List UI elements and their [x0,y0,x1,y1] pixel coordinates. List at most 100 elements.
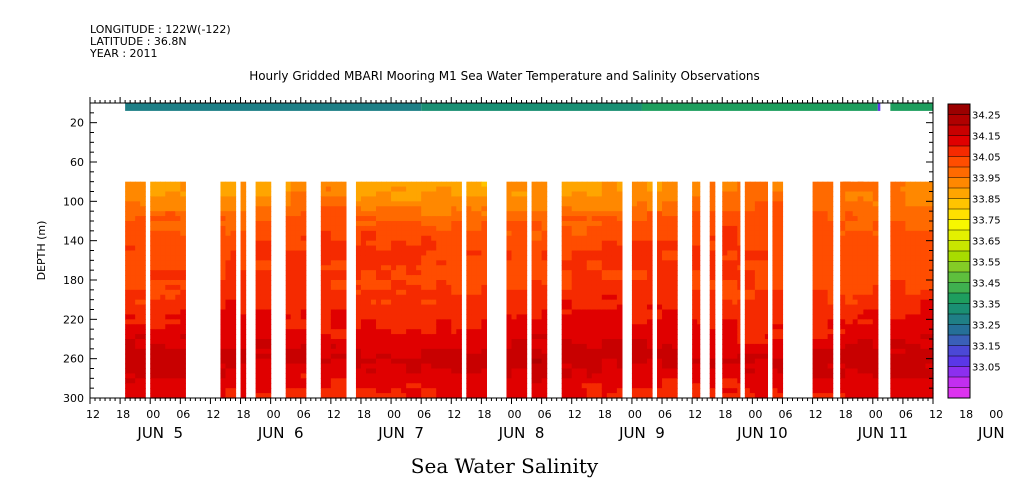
data-cell [411,265,417,271]
data-cell [777,334,784,340]
data-cell [777,388,784,394]
data-cell [672,181,678,188]
data-cell [616,309,623,316]
data-cell [416,294,422,301]
data-cell [325,230,332,237]
data-cell [764,299,769,306]
data-cell [381,250,387,257]
data-cell [456,368,462,375]
data-cell [611,196,618,202]
data-cell [531,358,538,365]
data-cell [340,299,347,306]
data-cell [667,348,673,355]
data-cell [365,221,372,227]
data-cell [456,388,462,394]
data-cell [662,314,668,320]
data-cell [381,235,387,242]
data-cell [777,265,784,271]
data-cell [616,230,623,237]
data-cell [411,348,417,355]
data-cell [476,373,482,379]
data-cell [732,348,738,355]
data-cell [722,319,728,325]
data-cell [476,309,482,316]
data-cell [536,280,543,286]
data-cell [456,339,462,345]
data-cell [890,284,896,291]
data-cell [441,230,447,237]
data-cell [451,275,457,281]
data-cell [890,324,896,330]
data-cell [764,191,769,198]
data-cell [611,348,618,355]
data-cell [749,304,756,311]
data-cell [165,191,171,198]
data-cell [667,329,673,335]
data-cell [737,230,741,237]
data-cell [265,211,272,217]
data-cell [260,265,267,271]
data-cell [170,299,176,306]
data-cell [476,363,482,370]
data-cell [230,348,237,355]
data-cell [401,353,407,360]
data-cell [406,181,412,188]
data-cell [817,378,824,384]
data-cell [744,329,751,335]
data-cell [175,309,181,316]
data-cell [441,201,447,207]
data-cell [890,275,896,281]
data-cell [636,309,643,316]
data-cell [727,284,733,291]
data-cell [772,260,779,266]
data-cell [727,343,733,350]
data-cell [737,191,741,198]
data-cell [436,319,442,325]
data-cell [466,324,472,330]
data-cell [260,334,267,340]
data-cell [576,245,583,252]
data-cell [692,393,698,399]
data-cell [300,363,307,370]
data-cell [817,393,824,399]
data-cell [516,186,523,193]
data-cell [255,235,262,242]
data-cell [817,196,824,202]
data-cell [391,255,397,261]
data-cell [541,393,548,399]
data-cell [155,304,161,311]
data-cell [225,348,232,355]
data-cell [516,265,523,271]
data-cell [511,250,518,257]
data-cell [426,343,432,350]
data-cell [386,348,392,355]
data-cell [365,299,372,306]
data-cell [737,329,741,335]
data-cell [646,230,653,237]
data-cell [431,181,437,188]
data-cell [890,304,896,311]
data-cell [265,304,272,311]
data-cell [845,334,851,340]
data-cell [411,186,417,193]
data-cell [890,383,896,389]
data-cell [386,383,392,389]
data-cell [426,309,432,316]
data-cell [566,334,573,340]
data-cell [857,363,864,370]
data-cell [360,250,367,257]
data-cell [611,255,618,261]
data-cell [150,363,156,370]
data-cell [360,393,367,399]
data-cell [290,240,297,247]
data-cell [697,294,701,301]
data-cell [561,260,568,266]
data-cell [764,255,769,261]
data-cell [631,314,638,320]
data-cell [596,225,603,232]
data-cell [481,270,488,276]
data-cell [910,255,917,261]
data-cell [426,289,432,296]
data-cell [386,196,392,202]
data-cell [732,353,738,360]
